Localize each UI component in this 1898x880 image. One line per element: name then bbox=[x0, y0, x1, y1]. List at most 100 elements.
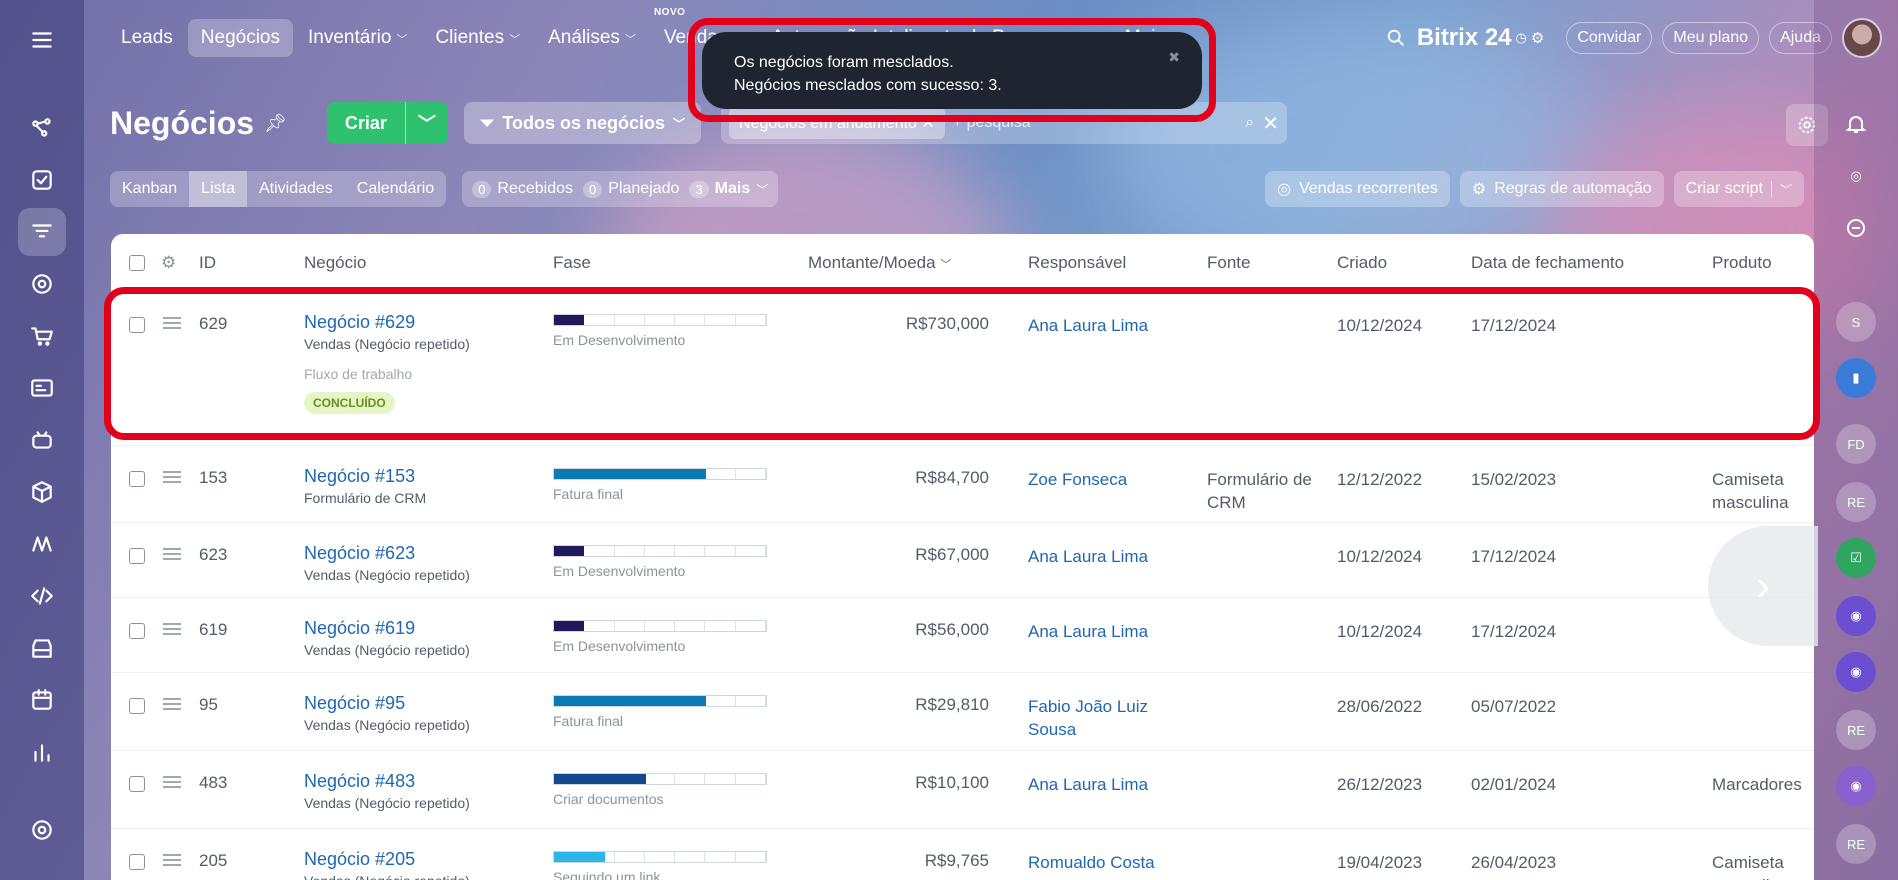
pipeline-filter-button[interactable]: ⏷ Todos os negócios ﹀ bbox=[463, 102, 702, 144]
stage-progress-bar[interactable] bbox=[553, 773, 767, 785]
sidebar-item-connections[interactable] bbox=[18, 104, 66, 152]
tab-activities[interactable]: Atividades bbox=[258, 180, 333, 197]
header-created[interactable]: Criado bbox=[1337, 252, 1388, 272]
responsible-link[interactable]: Romualdo Costa bbox=[1028, 853, 1155, 872]
search-icon[interactable] bbox=[1385, 27, 1407, 49]
stage-progress-bar[interactable] bbox=[553, 314, 767, 326]
table-row[interactable]: 95 Negócio #95 Vendas (Negócio repetido) Fa… bbox=[111, 673, 1814, 751]
help-button[interactable]: Ajuda bbox=[1769, 22, 1832, 54]
chevron-down-icon[interactable]: ﹀ bbox=[1770, 180, 1792, 198]
deal-title-link[interactable]: Negócio #153 bbox=[304, 466, 416, 486]
counter-planned[interactable]: 0 Planejado bbox=[583, 180, 679, 198]
drag-handle-icon[interactable] bbox=[163, 545, 181, 563]
menu-icon[interactable] bbox=[18, 16, 66, 64]
drag-handle-icon[interactable] bbox=[163, 851, 181, 869]
sidebar-item-tasks[interactable] bbox=[18, 156, 66, 204]
pin-icon[interactable]: 📌︎ bbox=[264, 112, 287, 133]
table-row[interactable]: 619 Negócio #619 Vendas (Negócio repetido)… bbox=[111, 598, 1814, 673]
stage-progress-bar[interactable] bbox=[553, 620, 767, 632]
rail-avatar-re-3[interactable]: RE bbox=[1836, 824, 1876, 864]
deal-title-link[interactable]: Negócio #95 bbox=[304, 693, 406, 713]
table-row[interactable]: 205 Negócio #205 Vendas (Negócio repetido)… bbox=[111, 829, 1814, 880]
create-script-button[interactable]: Criar script ﹀ bbox=[1673, 171, 1804, 207]
responsible-link[interactable]: Fabio João Luiz Sousa bbox=[1028, 697, 1149, 739]
responsible-link[interactable]: Zoe Fonseca bbox=[1028, 470, 1128, 489]
rail-avatar-re-1[interactable]: RE bbox=[1836, 482, 1876, 522]
search-icon[interactable]: ⌕ bbox=[1245, 114, 1255, 131]
responsible-link[interactable]: Ana Laura Lima bbox=[1028, 775, 1149, 794]
next-page-arrow[interactable]: › bbox=[1708, 526, 1818, 646]
sidebar-item-sign[interactable] bbox=[18, 520, 66, 568]
row-checkbox[interactable] bbox=[129, 623, 145, 639]
rail-avatar-re-2[interactable]: RE bbox=[1836, 710, 1876, 750]
select-all-checkbox[interactable] bbox=[129, 254, 145, 271]
gear-icon[interactable]: ⚙ bbox=[161, 252, 177, 272]
copilot-chat-icon-2[interactable]: ◉ bbox=[1836, 652, 1876, 692]
header-close-date[interactable]: Data de fechamento bbox=[1471, 252, 1625, 272]
nav-inventory[interactable]: Inventário ﹀ bbox=[295, 19, 420, 57]
drag-handle-icon[interactable] bbox=[163, 314, 181, 332]
tab-list[interactable]: Lista bbox=[189, 171, 247, 207]
table-row[interactable]: 629 Negócio #629 Vendas (Negócio repetido)… bbox=[111, 292, 1814, 446]
header-stage[interactable]: Fase bbox=[553, 252, 591, 272]
brand-logo[interactable]: Bitrix 24 ◷ ⚙ bbox=[1417, 24, 1545, 52]
table-row[interactable]: 153 Negócio #153 Formulário de CRM Fatura f… bbox=[111, 446, 1814, 523]
sidebar-item-shop[interactable] bbox=[18, 312, 66, 360]
counter-more[interactable]: 3 Mais ﹀ bbox=[689, 180, 768, 198]
nav-deals[interactable]: Negócios bbox=[187, 19, 293, 57]
deal-title-link[interactable]: Negócio #483 bbox=[304, 771, 416, 791]
copilot-icon[interactable]: ◎ bbox=[1850, 168, 1862, 183]
task-icon[interactable]: ☑ bbox=[1836, 538, 1876, 578]
nav-leads[interactable]: Leads bbox=[108, 19, 186, 57]
row-checkbox[interactable] bbox=[129, 854, 145, 870]
deal-title-link[interactable]: Negócio #205 bbox=[304, 849, 416, 869]
sidebar-item-analytics[interactable] bbox=[18, 728, 66, 776]
invite-button[interactable]: Convidar bbox=[1566, 22, 1653, 54]
stage-progress-bar[interactable] bbox=[553, 851, 767, 863]
sidebar-item-contacts[interactable] bbox=[18, 364, 66, 412]
responsible-link[interactable]: Ana Laura Lima bbox=[1028, 547, 1149, 566]
recurring-sales-button[interactable]: ◎ Vendas recorrentes bbox=[1265, 171, 1450, 207]
responsible-link[interactable]: Ana Laura Lima bbox=[1028, 316, 1149, 335]
bookmark-icon[interactable]: ▮ bbox=[1836, 358, 1876, 398]
settings-gear-button[interactable] bbox=[1786, 104, 1828, 146]
row-checkbox[interactable] bbox=[129, 471, 145, 487]
rail-avatar-s[interactable]: S bbox=[1836, 302, 1876, 342]
clear-icon[interactable]: ✕ bbox=[1262, 112, 1280, 135]
tab-kanban[interactable]: Kanban bbox=[122, 180, 178, 197]
sidebar-item-calendar[interactable] bbox=[18, 676, 66, 724]
table-row[interactable]: 483 Negócio #483 Vendas (Negócio repetido)… bbox=[111, 751, 1814, 829]
nav-clients[interactable]: Clientes ﹀ bbox=[422, 19, 533, 57]
close-icon[interactable]: ✕ bbox=[921, 115, 935, 132]
sidebar-item-crm[interactable] bbox=[18, 208, 66, 256]
sidebar-item-bot[interactable] bbox=[18, 416, 66, 464]
stage-progress-bar[interactable] bbox=[553, 468, 767, 480]
chat-icon[interactable] bbox=[1836, 208, 1876, 248]
tab-calendar[interactable]: Calendário bbox=[356, 180, 435, 197]
deal-title-link[interactable]: Negócio #623 bbox=[304, 543, 416, 563]
close-icon[interactable]: ✖ bbox=[1168, 49, 1180, 65]
row-checkbox[interactable] bbox=[129, 698, 145, 714]
sidebar-item-settings[interactable] bbox=[18, 806, 66, 854]
row-checkbox[interactable] bbox=[129, 317, 145, 333]
drag-handle-icon[interactable] bbox=[163, 773, 181, 791]
user-avatar[interactable] bbox=[1842, 18, 1882, 58]
stage-progress-bar[interactable] bbox=[553, 695, 767, 707]
create-button[interactable]: Criar ﹀ bbox=[326, 102, 448, 144]
sidebar-item-inventory[interactable] bbox=[18, 468, 66, 516]
sidebar-item-developer[interactable] bbox=[18, 572, 66, 620]
sidebar-item-goals[interactable] bbox=[18, 260, 66, 308]
row-checkbox[interactable] bbox=[129, 776, 145, 792]
automation-rules-button[interactable]: ⚙ Regras de automação bbox=[1459, 171, 1664, 207]
header-product[interactable]: Produto bbox=[1712, 252, 1772, 272]
search-input[interactable] bbox=[952, 114, 1238, 132]
deal-title-link[interactable]: Negócio #629 bbox=[304, 312, 416, 332]
header-id[interactable]: ID bbox=[199, 252, 216, 272]
stage-progress-bar[interactable] bbox=[553, 545, 767, 557]
settings-sliders-icon[interactable]: ⚙ bbox=[1530, 30, 1545, 47]
counter-received[interactable]: 0 Recebidos bbox=[472, 180, 573, 198]
copilot-chat-icon-3[interactable]: ◉ bbox=[1836, 766, 1876, 806]
nav-analytics[interactable]: Análises ﹀ bbox=[535, 19, 649, 57]
rail-avatar-fd[interactable]: FD bbox=[1836, 424, 1876, 464]
header-source[interactable]: Fonte bbox=[1207, 252, 1251, 272]
